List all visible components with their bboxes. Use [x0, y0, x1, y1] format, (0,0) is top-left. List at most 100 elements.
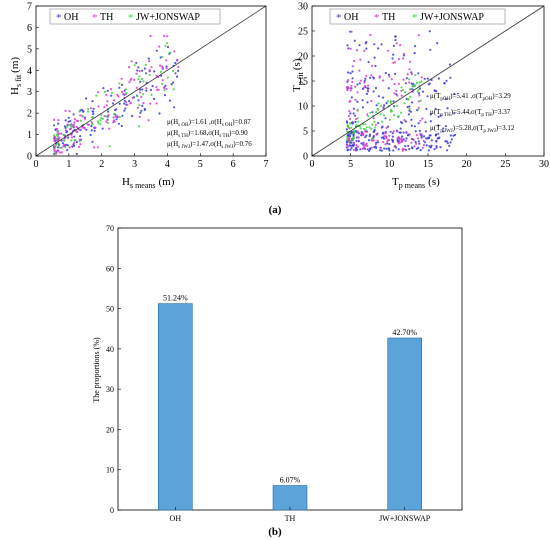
hs-point-jwjonswap — [138, 125, 141, 128]
tp-y-ticks: 0 5 10 15 20 25 30 — [298, 2, 315, 163]
hs-point-jwjonswap — [138, 75, 141, 78]
hs-point-oh — [92, 110, 95, 113]
tp-point-oh — [419, 149, 422, 152]
tp-point-th — [371, 64, 374, 67]
tp-point-oh — [404, 148, 408, 151]
hs-point-jwjonswap — [99, 119, 102, 122]
tp-point-th — [392, 61, 395, 64]
hs-point-th — [120, 77, 123, 80]
tp-point-oh — [365, 92, 368, 95]
hs-point-oh — [170, 83, 173, 86]
tp-point-oh — [407, 144, 410, 147]
tp-point-th — [408, 68, 411, 71]
tp-point-oh — [382, 131, 385, 134]
hs-legend-label-oh: OH — [64, 12, 78, 23]
tp-point-oh — [434, 133, 438, 136]
hs-point-th — [145, 87, 148, 90]
tp-point-oh — [349, 112, 352, 115]
tp-point-oh — [391, 135, 394, 138]
hs-point-th — [72, 126, 75, 129]
hs-point-th — [68, 128, 72, 131]
hs-annotation-oh: μ(Hs OH)=1.61 ,σ(Hs OH)=0.87 — [167, 118, 251, 128]
tp-point-th — [362, 133, 365, 137]
tp-point-th — [408, 81, 411, 84]
hs-point-oh — [123, 109, 126, 112]
tp-point-oh — [397, 148, 400, 151]
tp-point-oh — [409, 110, 412, 113]
tp-point-jwjonswap — [352, 132, 355, 135]
tp-point-oh — [349, 148, 352, 151]
tp-point-oh — [350, 146, 353, 149]
tp-point-oh — [373, 128, 376, 132]
tp-point-th — [362, 142, 365, 145]
tp-point-th — [374, 142, 377, 146]
hs-annotations: μ(Hs OH)=1.61 ,σ(Hs OH)=0.87 μ(Hs TH)=1.… — [167, 118, 252, 150]
tp-point-th — [363, 49, 366, 53]
tp-point-oh — [351, 121, 354, 124]
tp-point-th — [393, 92, 396, 95]
hs-point-oh — [106, 110, 110, 113]
tp-point-jwjonswap — [356, 117, 359, 120]
hs-point-th — [165, 87, 168, 91]
tp-point-oh — [417, 92, 421, 95]
hs-point-th — [106, 100, 109, 103]
tp-point-th — [382, 79, 385, 82]
tp-point-oh — [365, 134, 368, 137]
hs-xtick-label: 2 — [99, 159, 104, 170]
tp-legend-label-jw: JW+JONSWAP — [420, 12, 484, 23]
tp-point-th — [399, 44, 402, 47]
hs-point-jwjonswap — [161, 55, 164, 59]
tp-point-oh — [430, 139, 433, 142]
tp-point-oh — [391, 139, 395, 142]
hs-point-oh — [61, 142, 64, 145]
tp-point-oh — [442, 130, 445, 133]
hs-point-jwjonswap — [138, 104, 141, 107]
tp-point-oh — [404, 120, 407, 123]
tp-point-oh — [436, 42, 439, 45]
tp-point-oh — [364, 77, 367, 80]
tp-point-jwjonswap — [346, 130, 349, 133]
hs-xtick-label: 0 — [34, 159, 39, 170]
hs-point-oh — [67, 120, 70, 123]
hs-point-th — [128, 81, 131, 84]
bar-ytick-label: 60 — [106, 264, 114, 273]
tp-point-oh — [355, 147, 358, 150]
tp-point-oh — [399, 131, 402, 134]
hs-point-oh — [106, 89, 109, 92]
hs-xtick-label: 1 — [66, 159, 71, 170]
bar-ylabel: The proportions (%) — [92, 337, 101, 403]
tp-point-th — [355, 49, 359, 52]
hs-point-jwjonswap — [166, 41, 169, 45]
hs-point-jwjonswap — [137, 78, 140, 81]
hs-point-th — [163, 86, 166, 89]
hs-point-oh — [69, 120, 72, 123]
hs-point-jwjonswap — [70, 125, 73, 128]
tp-point-th — [422, 139, 425, 142]
tp-point-oh — [387, 125, 390, 128]
tp-point-th — [402, 52, 406, 55]
hs-point-th — [120, 90, 124, 93]
tp-point-th — [400, 89, 403, 92]
hs-point-oh — [145, 72, 148, 75]
hs-point-jwjonswap — [86, 107, 90, 110]
hs-point-jwjonswap — [62, 133, 65, 136]
tp-point-th — [375, 133, 378, 136]
bar-data-label-oh: 51.24% — [163, 294, 188, 303]
tp-point-oh — [426, 77, 429, 80]
tp-point-th — [346, 89, 349, 92]
tp-point-oh — [369, 148, 372, 151]
hs-point-th — [177, 65, 180, 68]
hs-ytick-label: 2 — [27, 109, 32, 120]
hs-point-th — [57, 149, 60, 152]
tp-point-oh — [372, 130, 375, 134]
tp-point-oh — [386, 142, 389, 145]
tp-point-oh — [392, 149, 395, 152]
tp-point-oh — [438, 136, 441, 139]
tp-point-jwjonswap — [374, 126, 377, 129]
tp-point-th — [395, 42, 398, 45]
tp-point-th — [400, 139, 403, 143]
hs-point-jwjonswap — [95, 94, 98, 97]
tp-point-oh — [424, 141, 427, 144]
tp-point-oh — [382, 96, 385, 99]
